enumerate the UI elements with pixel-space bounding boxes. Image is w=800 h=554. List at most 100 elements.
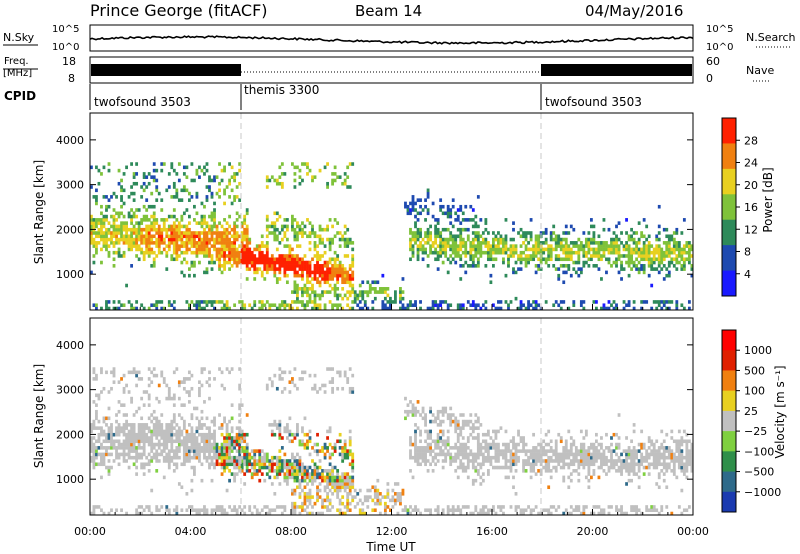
heatmap-cell bbox=[208, 260, 211, 265]
heatmap-cell bbox=[235, 426, 239, 430]
heatmap-cell bbox=[459, 241, 463, 245]
heatmap-cell bbox=[170, 436, 174, 440]
heatmap-cell bbox=[308, 273, 312, 278]
heatmap-cell bbox=[331, 377, 335, 381]
heatmap-cell bbox=[167, 511, 171, 516]
heatmap-cell bbox=[351, 482, 355, 486]
heatmap-cell bbox=[343, 373, 347, 378]
heatmap-cell bbox=[175, 231, 179, 235]
heatmap-cell bbox=[130, 446, 134, 450]
heatmap-cell bbox=[318, 227, 322, 232]
heatmap-cell bbox=[562, 455, 566, 460]
heatmap-cell bbox=[291, 306, 294, 311]
heatmap-cell bbox=[265, 472, 269, 476]
heatmap-cell bbox=[459, 244, 463, 248]
heatmap-cell bbox=[574, 455, 578, 460]
heatmap-cell bbox=[625, 231, 628, 235]
heatmap-cell bbox=[519, 449, 523, 453]
heatmap-cell bbox=[343, 231, 347, 235]
heatmap-cell bbox=[348, 475, 352, 480]
heatmap-cell bbox=[97, 446, 101, 450]
heatmap-cell bbox=[381, 300, 385, 304]
heatmap-cell bbox=[223, 244, 226, 248]
heatmap-cell bbox=[346, 449, 350, 453]
heatmap-cell bbox=[351, 465, 355, 470]
heatmap-cell bbox=[579, 459, 583, 463]
heatmap-cell bbox=[640, 254, 644, 258]
heatmap-cell bbox=[228, 462, 231, 467]
heatmap-cell bbox=[245, 211, 249, 216]
heatmap-cell bbox=[157, 241, 161, 245]
heatmap-cell bbox=[625, 218, 628, 222]
heatmap-cell bbox=[459, 234, 463, 239]
heatmap-cell bbox=[333, 250, 337, 255]
heatmap-cell bbox=[338, 373, 342, 378]
heatmap-cell bbox=[449, 455, 453, 460]
heatmap-cell bbox=[476, 419, 480, 424]
heatmap-cell bbox=[444, 439, 448, 444]
heatmap-cell bbox=[200, 432, 204, 437]
heatmap-cell bbox=[157, 446, 161, 450]
heatmap-cell bbox=[220, 178, 224, 183]
heatmap-cell bbox=[198, 237, 201, 242]
heatmap-cell bbox=[486, 446, 490, 450]
heatmap-cell bbox=[298, 231, 302, 235]
heatmap-cell bbox=[230, 175, 234, 179]
heatmap-cell bbox=[205, 436, 209, 440]
heatmap-cell bbox=[411, 231, 415, 235]
heatmap-cell bbox=[358, 306, 362, 311]
heatmap-cell bbox=[177, 254, 181, 258]
heatmap-cell bbox=[348, 442, 352, 447]
heatmap-cell bbox=[587, 446, 591, 450]
heatmap-cell bbox=[466, 439, 470, 444]
heatmap-cell bbox=[376, 280, 380, 285]
heatmap-cell bbox=[301, 300, 304, 304]
heatmap-cell bbox=[333, 283, 337, 288]
heatmap-cell bbox=[534, 462, 538, 467]
heatmap-cell bbox=[280, 459, 284, 463]
heatmap-cell bbox=[331, 273, 335, 278]
heatmap-cell bbox=[529, 231, 533, 235]
heatmap-cell bbox=[318, 264, 322, 268]
heatmap-cell bbox=[431, 469, 435, 473]
heatmap-cell bbox=[419, 306, 422, 311]
heatmap-cell bbox=[205, 231, 209, 235]
heatmap-cell bbox=[527, 300, 530, 304]
heatmap-cell bbox=[321, 469, 324, 473]
heatmap-cell bbox=[235, 224, 239, 229]
heatmap-cell bbox=[338, 237, 342, 242]
heatmap-cell bbox=[167, 393, 171, 398]
heatmap-cell bbox=[170, 446, 174, 450]
heatmap-cell bbox=[258, 452, 262, 457]
heatmap-cell bbox=[394, 498, 397, 503]
heatmap-cell bbox=[308, 241, 312, 245]
heatmap-cell bbox=[152, 221, 156, 225]
heatmap-cell bbox=[175, 452, 179, 457]
heatmap-cell bbox=[182, 244, 186, 248]
heatmap-cell bbox=[313, 254, 317, 258]
heatmap-cell bbox=[155, 459, 159, 463]
heatmap-cell bbox=[228, 247, 231, 252]
heatmap-cell bbox=[439, 409, 443, 414]
heatmap-cell bbox=[479, 218, 483, 222]
heatmap-cell bbox=[509, 452, 513, 457]
heatmap-cell bbox=[620, 508, 623, 513]
heatmap-cell bbox=[303, 264, 307, 268]
heatmap-cell bbox=[343, 449, 347, 453]
heatmap-cell bbox=[667, 237, 671, 242]
search-tick-top: 10^5 bbox=[706, 24, 733, 35]
heatmap-cell bbox=[499, 247, 503, 252]
heatmap-cell bbox=[97, 241, 101, 245]
heatmap-cell bbox=[346, 270, 350, 275]
heatmap-cell bbox=[346, 277, 350, 281]
heatmap-cell bbox=[142, 234, 146, 239]
heatmap-cell bbox=[238, 383, 242, 388]
heatmap-cell bbox=[205, 446, 209, 450]
heatmap-cell bbox=[100, 462, 103, 467]
heatmap-cell bbox=[205, 244, 209, 248]
heatmap-cell bbox=[90, 446, 93, 450]
heatmap-cell bbox=[293, 231, 297, 235]
heatmap-cell bbox=[243, 436, 247, 440]
heatmap-cell bbox=[105, 241, 108, 245]
heatmap-cell bbox=[203, 400, 206, 404]
